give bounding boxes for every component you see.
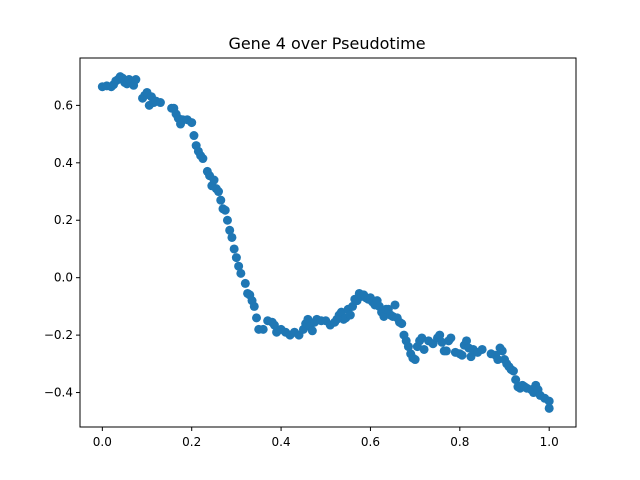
x-tick-label: 0.8 [450, 435, 469, 449]
data-point [155, 98, 165, 108]
data-point [446, 333, 456, 343]
data-point [189, 131, 199, 141]
x-tick-label: 1.0 [540, 435, 559, 449]
data-point [345, 310, 355, 320]
data-point [214, 187, 224, 197]
data-point [379, 311, 389, 321]
data-points [97, 72, 554, 413]
data-point [252, 313, 261, 323]
x-tick-label: 0.6 [361, 435, 380, 449]
data-point [258, 324, 268, 334]
data-point [220, 205, 230, 215]
data-point [229, 244, 239, 254]
data-point [466, 352, 476, 362]
data-point [249, 301, 259, 311]
data-point [410, 355, 420, 365]
data-point [419, 344, 429, 354]
data-point [462, 336, 472, 346]
data-point [544, 396, 554, 406]
data-point [403, 342, 413, 352]
data-point [227, 232, 237, 242]
y-tick-label: −0.4 [44, 386, 73, 400]
y-tick-label: 0.2 [54, 213, 73, 227]
data-point [435, 330, 445, 340]
data-point [397, 319, 407, 329]
data-point [225, 225, 235, 235]
y-tick-label: 0.0 [54, 271, 73, 285]
data-point [437, 337, 447, 347]
data-point [216, 195, 226, 205]
data-point [231, 253, 241, 263]
data-point [477, 344, 487, 354]
chart-title: Gene 4 over Pseudotime [228, 34, 425, 53]
data-point [131, 75, 141, 85]
data-point [544, 403, 554, 413]
data-point [307, 326, 317, 336]
data-point [198, 154, 208, 164]
data-point [236, 268, 246, 278]
data-point [493, 355, 503, 365]
data-point [508, 366, 518, 376]
data-point [187, 118, 197, 128]
x-tick-label: 0.0 [93, 435, 112, 449]
data-point [222, 215, 232, 225]
x-tick-label: 0.2 [182, 435, 201, 449]
data-point [209, 175, 219, 185]
y-tick-label: −0.2 [44, 328, 73, 342]
y-tick-label: 0.4 [54, 156, 73, 170]
data-point [234, 261, 244, 271]
data-point [390, 300, 400, 310]
data-point [269, 320, 279, 330]
y-tick-label: 0.6 [54, 98, 73, 112]
data-point [497, 346, 507, 356]
data-point [441, 346, 451, 356]
data-point [511, 375, 521, 385]
data-point [240, 278, 250, 288]
plot-frame [79, 57, 577, 428]
x-tick-label: 0.4 [272, 435, 291, 449]
axis-ticks: 0.0 0.2 0.4 0.6 0.8 1.0 −0.4 −0.2 0.0 0.2 0.4 0.6 [44, 98, 559, 449]
data-point [457, 350, 467, 360]
